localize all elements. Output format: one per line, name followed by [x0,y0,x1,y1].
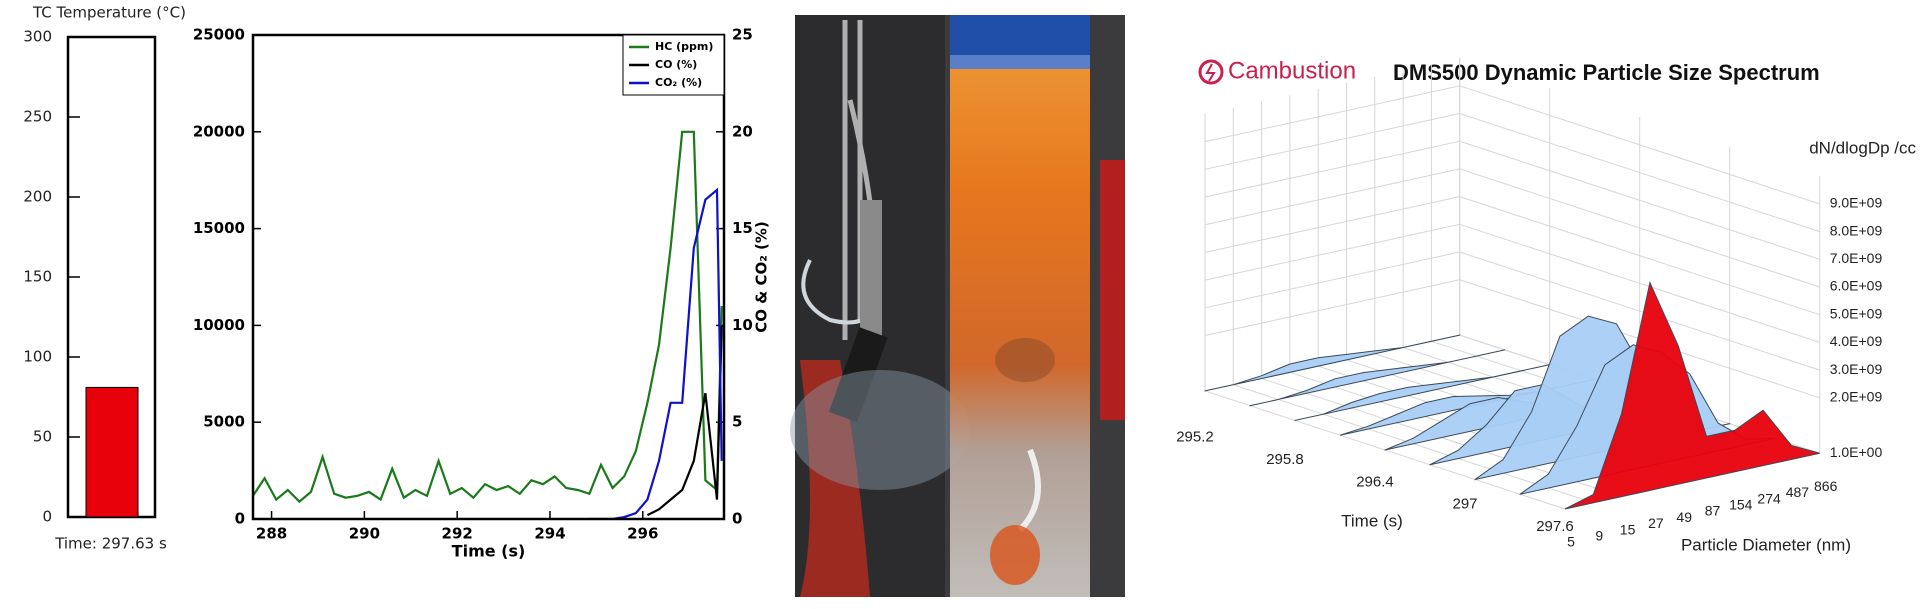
x-tick-label: 288 [256,525,287,543]
legend-label: CO₂ (%) [655,76,702,89]
brand-logo [1198,59,1224,85]
wall-grid [1204,196,1460,253]
z-tick-label: 7.0E+09 [1830,250,1883,266]
x-tick-label: 296.4 [1356,473,1394,490]
y-tick-label: 5000 [203,413,245,431]
x-tick-label: 292 [442,525,473,543]
x-axis-label: Time (s) [1341,511,1403,530]
y-tick-label: 300 [23,28,52,46]
spectrum-slice [1564,281,1820,510]
z-tick-label: 8.0E+09 [1830,222,1883,238]
caption: Time: 297.63 s [54,535,167,553]
brand-bolt [1205,63,1216,82]
y-tick-label: 87 [1705,503,1721,519]
y-tick-label: 9 [1595,528,1603,544]
y-tick-label: 866 [1814,478,1838,494]
y-tick-label: 5 [1567,534,1575,550]
z-tick-label: 4.0E+09 [1830,333,1883,349]
y-tick-label: 100 [23,348,52,366]
photo [790,15,1125,597]
bar [85,386,139,518]
chart-title: DMS500 Dynamic Particle Size Spectrum [1393,60,1820,85]
spectrum-slice [1204,334,1461,392]
wall-grid [1204,251,1460,309]
z-tick-label: 6.0E+09 [1830,278,1883,294]
temperature-panel: TC Temperature (°C) 0 50 100 150 200 250 300 Tim… [23,4,186,553]
x-tick-label: 295.2 [1176,429,1214,446]
z-axis-label: dN/dlogDp /cc [1809,138,1916,157]
wall-grid [1204,168,1460,226]
x-tick-label: 294 [534,525,565,543]
y-tick-label: 0 [235,510,245,528]
y2-tick-label: 25 [732,26,753,44]
y-axis-label: Particle Diameter (nm) [1681,535,1851,554]
y-tick-label: 25000 [193,26,245,44]
y2-tick-label: 15 [732,219,753,237]
legend-label: HC (ppm) [655,40,713,53]
chart-title: TC Temperature (°C) [32,4,186,22]
y-tick-label: 15 [1620,521,1636,537]
y2-tick-label: 10 [732,316,753,334]
wall-grid [1459,196,1820,316]
y-tick-label: 15000 [193,219,245,237]
wall-grid [1459,113,1820,233]
y-tick-label: 154 [1729,497,1753,513]
z-tick-label: 2.0E+09 [1830,389,1883,405]
wall-grid [1204,223,1460,281]
x-tick-label: 297 [1452,496,1477,513]
wall-grid [1459,168,1820,288]
wall-grid [1204,140,1460,198]
gas-panel: 0 5000 10000 15000 20000 25000 0 5 10 15 20 25 288 29… [193,26,771,561]
wall-grid [1459,85,1820,205]
x-tick-label: 295.8 [1266,451,1304,468]
y-tick-label: 49 [1676,509,1692,525]
series-line [253,130,723,504]
z-tick-label: 5.0E+09 [1830,305,1883,321]
y-tick-label: 27 [1648,515,1664,531]
y-tick-label: 50 [33,428,52,446]
y-tick-label: 274 [1757,490,1781,506]
wall-grid [1204,279,1460,337]
x-tick-label: 296 [627,525,658,543]
y2-tick-label: 20 [732,122,753,140]
wall-grid [1459,140,1820,260]
series-line [589,187,723,519]
z-tick-label: 3.0E+09 [1830,361,1883,377]
y-tick-label: 487 [1786,484,1810,500]
wall-grid [1459,223,1820,343]
y-tick-label: 250 [23,108,52,126]
y-tick-label: 20000 [193,122,245,140]
legend-label: CO (%) [655,58,697,71]
series-line [646,325,723,517]
y2-tick-label: 5 [732,413,742,431]
spectrum-panel: Cambustion DMS500 Dynamic Particle Size … [1176,57,1916,554]
y-tick-label: 0 [42,508,52,526]
y-tick-label: 200 [23,188,52,206]
y-tick-label: 150 [23,268,52,286]
z-tick-label: 9.0E+09 [1830,195,1883,211]
x-axis-label: Time (s) [452,542,526,561]
y-tick-label: 10000 [193,316,245,334]
wall-grid [1204,85,1460,143]
x-tick-label: 290 [349,525,380,543]
spectrum-slice [1249,349,1506,407]
x-tick-label: 297.6 [1536,518,1574,535]
brand: Cambustion [1228,57,1356,84]
y2-axis-label: CO & CO₂ (%) [753,221,771,333]
z-tick-label: 1.0E+00 [1830,444,1883,460]
y2-tick-label: 0 [732,510,742,528]
axis-frame [251,33,726,521]
wall-grid [1459,251,1820,371]
wall-grid [1204,113,1460,170]
